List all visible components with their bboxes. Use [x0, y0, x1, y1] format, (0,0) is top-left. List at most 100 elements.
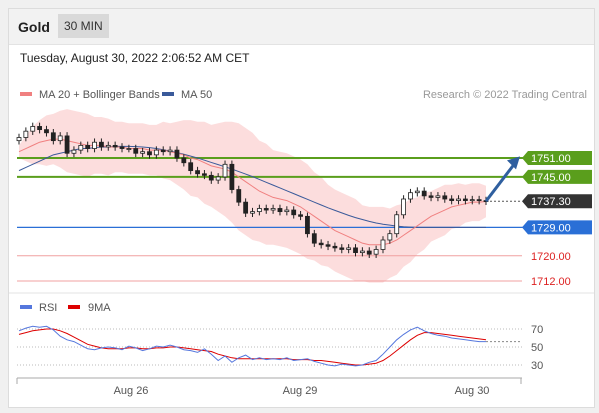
candle-body	[85, 144, 91, 149]
candle	[78, 141, 84, 154]
bollinger-band	[19, 109, 486, 283]
candle-body	[339, 247, 345, 250]
candle-body	[112, 144, 118, 148]
candle-body	[449, 198, 455, 201]
candle	[346, 244, 352, 254]
candle	[215, 173, 221, 184]
candle	[298, 210, 303, 221]
candle-body	[401, 198, 406, 216]
candle-body	[92, 141, 97, 149]
candle-body	[37, 126, 43, 131]
level-label-1737-30: 1737.30	[531, 196, 571, 208]
candle	[311, 229, 317, 247]
candle-body	[394, 214, 400, 235]
candle	[359, 247, 365, 257]
candle	[373, 245, 379, 258]
ma9-legend-swatch	[68, 305, 80, 309]
ma20-legend-swatch	[20, 92, 32, 96]
candle	[147, 147, 152, 159]
level-tag-1751-00	[522, 151, 592, 165]
rsi-tick-30: 30	[531, 360, 543, 372]
candle	[160, 146, 166, 156]
candle-body	[462, 198, 468, 201]
candle-body	[380, 239, 386, 250]
candle	[270, 204, 276, 214]
candle-body	[195, 170, 200, 175]
rsi-legend-swatch	[20, 305, 32, 309]
candle	[236, 185, 242, 206]
candle-body	[284, 209, 290, 213]
candle	[243, 198, 249, 217]
candle	[64, 132, 70, 158]
level-label-1729-00: 1729.00	[531, 222, 571, 234]
candle	[208, 171, 214, 184]
candle	[387, 229, 393, 244]
candle	[263, 204, 269, 214]
candle	[126, 144, 132, 153]
candle-body	[456, 198, 461, 201]
candle-body	[30, 126, 36, 132]
candle-body	[263, 208, 269, 211]
candle	[332, 242, 338, 252]
candle-body	[332, 245, 338, 249]
candle-body	[442, 195, 448, 200]
candle-body	[428, 195, 434, 198]
candle-body	[188, 162, 194, 172]
candle-body	[140, 151, 146, 154]
level-tag-1729-00	[522, 220, 592, 235]
candle	[339, 244, 345, 254]
level-label-1745-00: 1745.00	[531, 172, 571, 184]
candle	[85, 141, 91, 153]
candle-body	[414, 190, 420, 194]
candle-body	[256, 208, 262, 213]
candle	[112, 141, 118, 151]
chart-card: Gold 30 MIN Tuesday, August 30, 2022 2:0…	[8, 8, 595, 408]
candle-body	[346, 247, 352, 250]
instrument-title: Gold	[18, 19, 50, 35]
candle-body	[78, 144, 84, 151]
forecast-arrow-shaft	[484, 163, 516, 203]
x-tick-label-0: Aug 26	[114, 385, 149, 397]
candle-body	[366, 250, 372, 255]
candle-body	[133, 148, 139, 154]
candle-body	[250, 211, 255, 214]
level-tag-1745-00	[522, 169, 592, 184]
candle-body	[16, 137, 22, 142]
candle	[305, 212, 310, 238]
candle-body	[311, 233, 317, 244]
ma20-legend-label: MA 20 + Bollinger Bands	[39, 89, 160, 101]
candle	[394, 210, 400, 238]
candle	[16, 133, 22, 145]
candle-body	[50, 132, 56, 142]
candle-body	[373, 249, 379, 255]
candle	[92, 138, 97, 153]
candle-body	[181, 157, 187, 164]
rsi-legend-label: RSI	[39, 302, 57, 314]
candle	[37, 122, 43, 134]
candle	[202, 169, 207, 180]
candle	[449, 195, 455, 205]
x-tick-label-2: Aug 30	[455, 385, 490, 397]
candle	[188, 158, 194, 175]
x-tick-label-1: Aug 29	[283, 385, 318, 397]
candle-body	[174, 149, 180, 159]
candle-body	[421, 190, 427, 197]
candle	[23, 127, 29, 142]
candle-body	[305, 215, 310, 235]
candle-body	[99, 141, 104, 148]
candle	[469, 195, 475, 205]
candle	[133, 144, 139, 158]
candle	[435, 192, 441, 202]
candle	[256, 204, 262, 216]
candle	[30, 122, 36, 135]
candle-body	[222, 163, 228, 178]
candle	[71, 146, 77, 158]
candle-body	[318, 242, 324, 246]
candle	[428, 192, 434, 202]
candle-body	[71, 149, 77, 154]
timeframe-badge[interactable]: 30 MIN	[58, 14, 109, 38]
candle-body	[202, 173, 207, 176]
rsi-ma9-line	[18, 328, 487, 366]
candle-body	[236, 189, 242, 203]
candle	[57, 132, 63, 145]
